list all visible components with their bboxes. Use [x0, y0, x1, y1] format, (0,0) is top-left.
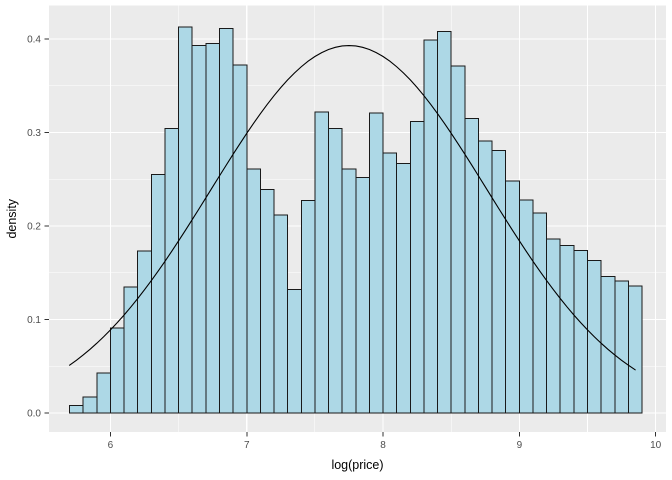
histogram-bar: [341, 168, 357, 414]
histogram-bar: [382, 152, 398, 414]
histogram-bar: [178, 26, 193, 414]
histogram-bar: [232, 64, 248, 414]
histogram-bar: [614, 280, 629, 414]
histogram-bar: [300, 200, 316, 414]
x-axis-tick-label: 6: [108, 440, 114, 451]
x-axis-tick-label: 10: [650, 440, 662, 451]
histogram-bar: [409, 120, 425, 414]
histogram-bar: [546, 238, 561, 414]
histogram-bars: [69, 26, 643, 414]
histogram-bar: [559, 245, 575, 414]
histogram-bar: [328, 128, 343, 414]
y-axis-tick-label: 0.1: [27, 315, 41, 326]
histogram-bar: [532, 212, 548, 414]
histogram-bar: [314, 111, 330, 414]
histogram-bar: [450, 65, 466, 414]
histogram-bar: [437, 30, 452, 414]
histogram-bar: [355, 176, 370, 414]
histogram-bar: [505, 180, 520, 414]
histogram-bar: [368, 112, 384, 414]
y-axis-tick-label: 0.3: [27, 128, 41, 139]
histogram-bar: [96, 372, 111, 414]
y-axis-tick-label: 0.0: [27, 409, 41, 420]
histogram-bar: [573, 249, 588, 414]
histogram-bar: [273, 214, 289, 414]
y-axis-tick-label: 0.4: [27, 34, 41, 45]
histogram-bar: [150, 174, 166, 414]
histogram-bar: [259, 189, 275, 414]
histogram-bar: [287, 289, 302, 414]
histogram-bar: [518, 199, 534, 414]
y-axis-tick-label: 0.2: [27, 221, 41, 232]
histogram-bar: [164, 128, 180, 414]
histogram-bar: [396, 162, 411, 414]
normal-density-curve-path: [69, 44, 636, 371]
histogram-bar: [491, 149, 507, 414]
axis-tick-labels: 6 7 8 9 10 0.0 0.1 0.2 0.3 0.4: [27, 34, 662, 451]
x-axis-tick-label: 8: [380, 440, 386, 451]
y-axis-title: density: [5, 198, 19, 238]
histogram-bar: [246, 168, 261, 414]
histogram-bar: [109, 327, 125, 414]
x-axis-title: log(price): [331, 458, 383, 472]
axis-tick-marks: [44, 38, 657, 437]
histogram-bar: [477, 140, 493, 414]
histogram-bar: [69, 405, 84, 414]
density-curve: [69, 44, 636, 371]
histogram-bar: [464, 117, 479, 414]
histogram-bar: [137, 250, 152, 414]
x-axis-tick-label: 7: [244, 440, 250, 451]
histogram-bar: [123, 286, 139, 414]
histogram-bar: [423, 39, 439, 414]
histogram-bar: [219, 28, 234, 414]
x-axis-tick-label: 9: [517, 440, 523, 451]
histogram-bar: [82, 396, 98, 414]
histogram-bar: [627, 285, 643, 414]
histogram-bar: [205, 43, 221, 414]
histogram-bar: [191, 45, 207, 414]
